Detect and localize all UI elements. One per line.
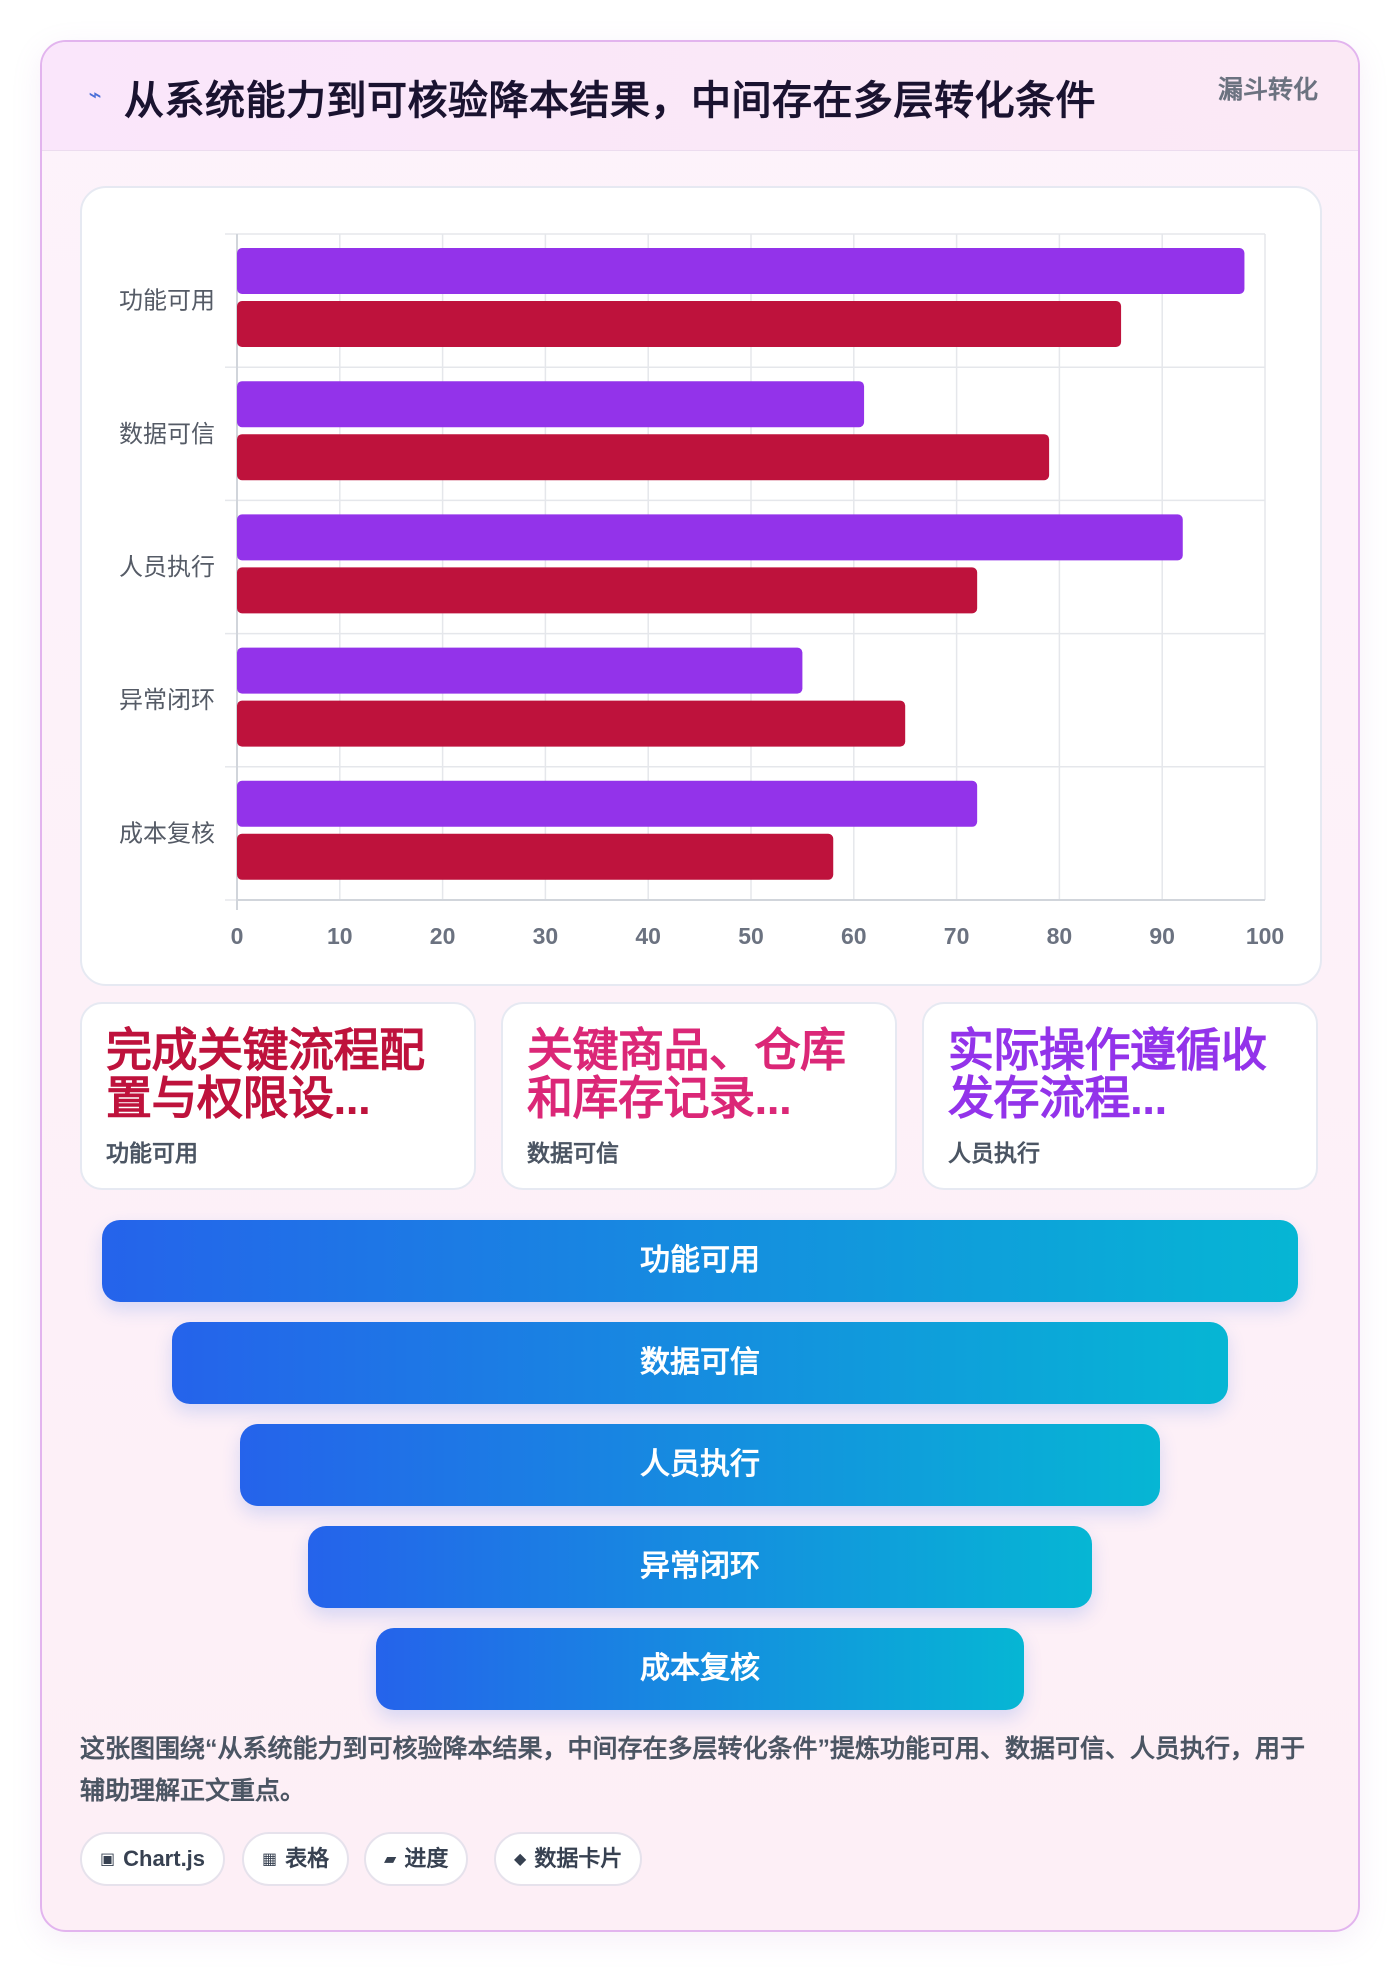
x-tick-label: 30 <box>533 923 559 949</box>
funnel-stage-3: 人员执行 <box>240 1424 1160 1506</box>
chart-type-tag: 漏斗转化 <box>1217 76 1318 104</box>
bar-series-1-4 <box>237 647 803 694</box>
lightning-icon: ⌁ <box>88 82 102 107</box>
bar-series-2-4 <box>237 700 906 747</box>
x-tick-label: 10 <box>327 923 353 949</box>
chip-table[interactable]: ▦ 表格 <box>242 1832 350 1886</box>
category-label: 数据可信 <box>119 421 215 448</box>
bar-series-2-1 <box>237 301 1122 347</box>
diamond-icon: ◆ <box>514 1851 527 1868</box>
x-tick-label: 90 <box>1149 923 1175 949</box>
info-card-3: 实际操作遵循收发存流程... 人员执行 <box>922 1002 1318 1190</box>
x-tick-label: 40 <box>635 923 661 949</box>
info-card-main: 实际操作遵循收发存流程... <box>948 1026 1267 1122</box>
bar-series-2-5 <box>237 833 834 880</box>
chart-icon: ▣ <box>100 1851 116 1868</box>
chip-label: 表格 <box>285 1846 330 1871</box>
x-tick-label: 60 <box>841 923 867 949</box>
info-card-sub: 功能可用 <box>106 1140 198 1166</box>
funnel-stage-1: 功能可用 <box>102 1220 1298 1302</box>
info-card-2: 关键商品、仓库和库存记录... 数据可信 <box>501 1002 897 1190</box>
chip-label: 进度 <box>404 1846 449 1871</box>
x-tick-label: 0 <box>231 923 244 949</box>
info-card-main: 关键商品、仓库和库存记录... <box>527 1026 846 1122</box>
bar-series-1-1 <box>237 248 1245 294</box>
category-label: 人员执行 <box>119 554 215 581</box>
bar-series-1-3 <box>237 514 1183 561</box>
x-tick-label: 80 <box>1047 923 1073 949</box>
chip-progress[interactable]: ▰ 进度 <box>364 1832 469 1886</box>
bar-series-1-2 <box>237 381 865 428</box>
bar-series-2-3 <box>237 567 978 614</box>
chip-label: 数据卡片 <box>534 1846 623 1871</box>
funnel-stage-2: 数据可信 <box>172 1322 1228 1404</box>
x-tick-label: 100 <box>1246 923 1284 949</box>
progress-icon: ▰ <box>384 1851 397 1868</box>
bar-series-2-2 <box>237 434 1050 481</box>
funnel-stage-4: 异常闭环 <box>308 1526 1092 1608</box>
x-tick-label: 70 <box>944 923 970 949</box>
info-card-main: 完成关键流程配置与权限设... <box>106 1026 425 1122</box>
figure-card: ⌁ 从系统能力到可核验降本结果，中间存在多层转化条件 漏斗转化 功能可用 数据可信… <box>40 40 1360 1932</box>
x-tick-label: 20 <box>430 923 456 949</box>
info-card-sub: 数据可信 <box>527 1140 619 1166</box>
funnel-stage-5: 成本复核 <box>376 1628 1024 1710</box>
bar-series-1-5 <box>237 780 978 827</box>
table-icon: ▦ <box>262 1851 278 1868</box>
info-card-1: 完成关键流程配置与权限设... 功能可用 <box>80 1002 476 1190</box>
chip-data-card[interactable]: ◆ 数据卡片 <box>494 1832 643 1886</box>
category-label: 异常闭环 <box>119 687 215 714</box>
chip-label: Chart.js <box>123 1846 206 1871</box>
figure-description: 这张图围绕“从系统能力到可核验降本结果，中间存在多层转化条件”提炼功能可用、数据… <box>80 1735 1306 1805</box>
x-tick-label: 50 <box>738 923 764 949</box>
page-title: 从系统能力到可核验降本结果，中间存在多层转化条件 <box>124 79 1096 123</box>
chip-chartjs[interactable]: ▣ Chart.js <box>80 1832 226 1886</box>
card-header: ⌁ 从系统能力到可核验降本结果，中间存在多层转化条件 漏斗转化 <box>42 42 1358 151</box>
category-label: 成本复核 <box>119 820 215 847</box>
bar-chart-panel: 功能可用数据可信人员执行异常闭环成本复核 0 10 20 30 40 50 60 70 80 90 1… <box>80 186 1322 986</box>
info-card-sub: 人员执行 <box>948 1140 1040 1166</box>
category-label: 功能可用 <box>119 288 215 315</box>
